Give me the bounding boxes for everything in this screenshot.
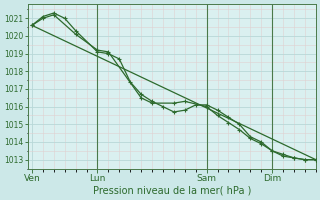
X-axis label: Pression niveau de la mer( hPa ): Pression niveau de la mer( hPa ): [92, 186, 251, 196]
